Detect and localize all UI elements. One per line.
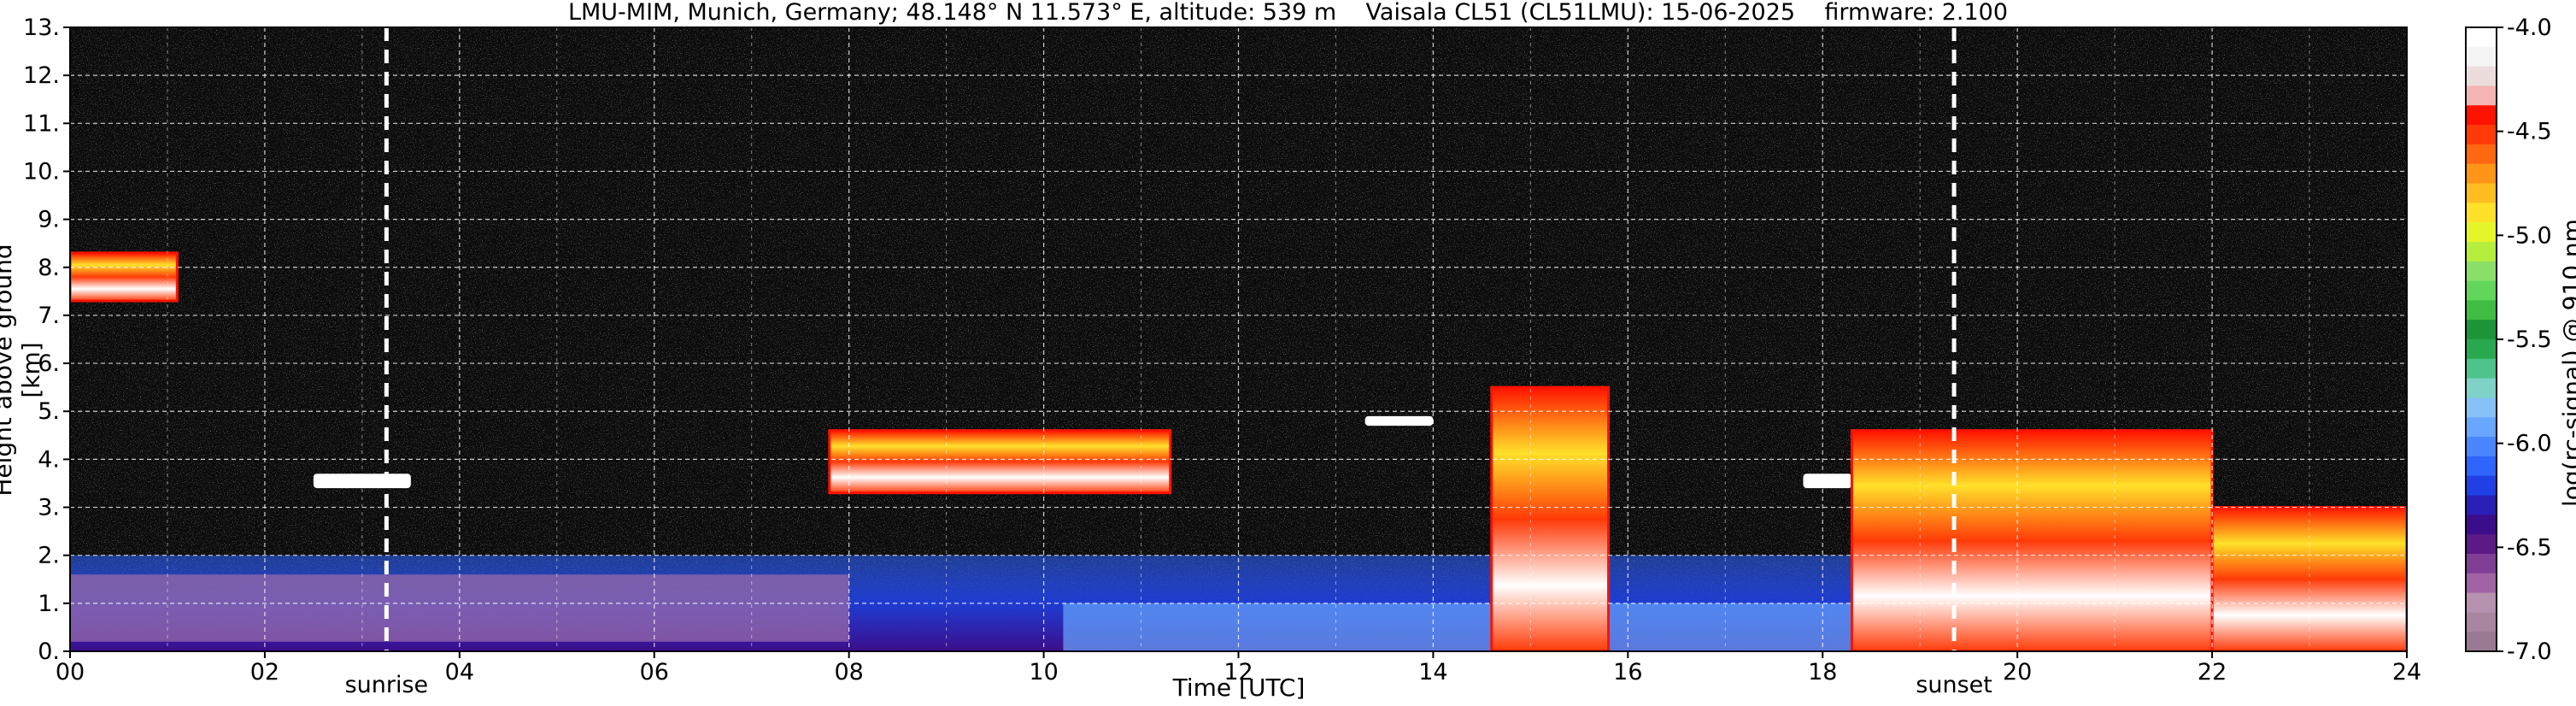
colorbar-segment — [2466, 261, 2497, 282]
x-tick-label: 14 — [1418, 659, 1447, 685]
cloud-edge — [70, 251, 179, 303]
cloud-edge — [1490, 385, 1611, 651]
colorbar-segment — [2466, 553, 2497, 574]
gridlines — [70, 27, 2407, 651]
y-tick-label: 5. — [38, 398, 60, 425]
cloud-feature — [1803, 474, 1852, 489]
colorbar-label: log(rc-signal) @ 910 nm — [2557, 219, 2576, 507]
colorbar-segment — [2466, 320, 2497, 340]
colorbar-segment — [2466, 66, 2497, 87]
y-axis-label: Height above ground [km] — [0, 244, 45, 497]
x-tick-label: 24 — [2392, 659, 2421, 685]
colorbar-segment — [2466, 339, 2497, 360]
y-tick-label: 2. — [38, 543, 60, 569]
colorbar-segment — [2466, 46, 2497, 68]
y-tick-label: 6. — [38, 350, 60, 377]
colorbar-segment — [2466, 456, 2497, 477]
y-tick-label: 7. — [38, 303, 60, 329]
colorbar-segment — [2466, 534, 2497, 555]
colorbar-segment — [2466, 183, 2497, 203]
y-tick-label: 11. — [23, 110, 60, 137]
aerosol-core — [1063, 603, 1852, 651]
colorbar-segment — [2466, 417, 2497, 438]
y-tick-label: 1. — [38, 591, 60, 617]
x-tick-label: 12 — [1223, 659, 1253, 685]
cloud-feature — [2212, 507, 2407, 651]
colorbar-segment — [2466, 632, 2497, 652]
colorbar-segment — [2466, 358, 2497, 379]
x-tick-label: 16 — [1613, 659, 1642, 685]
colorbar-segment — [2466, 437, 2497, 457]
colorbar-segment — [2466, 125, 2497, 145]
x-tick-label: 02 — [250, 659, 279, 685]
x-tick-label: 08 — [834, 659, 863, 685]
cloud-feature — [70, 252, 178, 302]
colorbar-segment — [2466, 203, 2497, 223]
colorbar-segment — [2466, 241, 2497, 262]
y-tick-label: 10. — [23, 158, 60, 185]
colorbar-segment — [2466, 27, 2497, 48]
x-tick-label: 10 — [1029, 659, 1058, 685]
colorbar-segment — [2466, 612, 2497, 632]
colorbar-segment — [2466, 378, 2497, 399]
colorbar-segment — [2466, 475, 2497, 497]
colorbar: -4.0 -4.5 -5.0 -5.5 -6.0 -6.5 -7.0 — [2465, 15, 2552, 665]
colorbar-segment — [2466, 515, 2497, 535]
y-tick-label: 0. — [38, 638, 60, 665]
x-tick-label: 20 — [2003, 659, 2032, 685]
colorbar-segment — [2466, 397, 2497, 418]
colorbar-tick-label: -4.5 — [2507, 119, 2552, 145]
y-tick-label: 13. — [23, 15, 60, 41]
colorbar-tick-label: -6.5 — [2507, 534, 2552, 561]
colorbar-segment — [2466, 222, 2497, 243]
axes: 00 02 04 06 08 10 12 14 16 18 20 22 24 0. 1. 2. 3. 4. 5. 6.… — [23, 15, 2421, 685]
cloud-feature — [1851, 430, 2213, 651]
colorbar-segment — [2466, 85, 2497, 106]
colorbar-tick-label: -6.0 — [2507, 431, 2552, 457]
colorbar-segment — [2466, 573, 2497, 594]
cloud-edge — [828, 429, 1172, 495]
colorbar-tick-label: -4.0 — [2507, 15, 2552, 41]
x-tick-label: 06 — [640, 659, 669, 685]
x-axis-label: Time [UTC] — [1172, 674, 1306, 702]
y-tick-label: 12. — [23, 62, 60, 89]
colorbar-segment — [2466, 105, 2497, 126]
y-tick-label: 4. — [38, 446, 60, 473]
sunset-label: sunset — [1916, 672, 1992, 698]
colorbar-segment — [2466, 144, 2497, 165]
y-tick-label: 8. — [38, 255, 60, 281]
event-markers — [384, 27, 1957, 651]
colorbar-segment — [2466, 163, 2497, 185]
colorbar-tick-label: -5.5 — [2507, 327, 2552, 353]
cloud-feature — [1364, 415, 1434, 427]
colorbar-tick-label: -7.0 — [2507, 638, 2552, 665]
cloud-feature — [829, 430, 1171, 493]
x-tick-label: 22 — [2198, 659, 2227, 685]
chart-title: LMU-MIM, Munich, Germany; 48.148° N 11.5… — [567, 0, 2009, 26]
y-tick-label: 3. — [38, 495, 60, 521]
colorbar-segment — [2466, 495, 2497, 515]
x-tick-label: 00 — [56, 659, 85, 685]
colorbar-segment — [2466, 280, 2497, 301]
colorbar-segment — [2466, 300, 2497, 321]
x-tick-label: 04 — [445, 659, 474, 685]
cloud-feature — [1491, 387, 1609, 651]
colorbar-tick-label: -5.0 — [2507, 222, 2552, 249]
colorbar-segment — [2466, 592, 2497, 613]
x-tick-label: 18 — [1808, 659, 1837, 685]
y-tick-label: 9. — [38, 207, 60, 233]
sunrise-label: sunrise — [344, 672, 429, 698]
